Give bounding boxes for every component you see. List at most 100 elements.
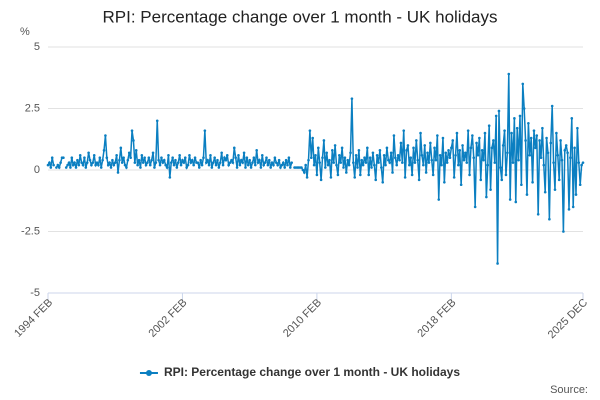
point	[304, 163, 307, 167]
point	[284, 158, 288, 162]
point	[564, 144, 568, 147]
point	[375, 153, 379, 157]
point	[325, 151, 329, 155]
y-tick-label: -2.5	[21, 225, 40, 237]
point	[420, 153, 424, 157]
point	[210, 166, 214, 169]
point	[249, 166, 253, 169]
point	[415, 139, 418, 142]
point	[335, 163, 338, 167]
point	[199, 158, 202, 162]
point	[346, 158, 350, 162]
point	[272, 163, 275, 167]
point	[434, 158, 438, 162]
point	[112, 163, 116, 167]
point	[433, 146, 436, 150]
point	[105, 156, 109, 159]
point	[81, 163, 85, 167]
point	[209, 153, 212, 157]
point	[221, 163, 225, 167]
point	[342, 166, 345, 169]
point	[545, 136, 548, 140]
point	[528, 153, 532, 157]
point	[452, 176, 456, 179]
point	[571, 205, 575, 209]
point	[347, 163, 351, 167]
point	[52, 163, 55, 167]
point	[190, 158, 194, 162]
point	[332, 161, 336, 164]
point	[101, 158, 104, 162]
point	[578, 183, 582, 187]
point	[225, 153, 229, 157]
point	[339, 161, 343, 164]
point	[352, 161, 355, 164]
point	[169, 161, 173, 164]
point	[507, 72, 511, 76]
point	[408, 163, 411, 167]
point	[197, 166, 201, 169]
point	[480, 149, 484, 152]
point	[361, 163, 365, 167]
point	[165, 166, 169, 169]
point	[403, 176, 407, 179]
point	[500, 178, 504, 182]
point	[549, 141, 553, 145]
point	[57, 166, 61, 169]
point	[478, 136, 481, 140]
point	[111, 158, 114, 162]
point	[87, 151, 90, 155]
chart-title: RPI: Percentage change over 1 month - UK…	[103, 7, 498, 26]
x-tick-label: 2010 FEB	[281, 297, 324, 340]
point	[172, 163, 176, 167]
point	[246, 163, 250, 167]
point	[324, 166, 327, 169]
point	[343, 156, 347, 159]
point	[151, 151, 155, 155]
point	[309, 156, 313, 159]
point	[396, 153, 400, 157]
point	[183, 156, 187, 159]
point	[556, 153, 560, 157]
point	[395, 163, 399, 167]
point	[430, 158, 434, 162]
point	[399, 141, 403, 145]
point	[256, 161, 260, 164]
point	[527, 121, 530, 125]
point	[580, 163, 583, 167]
point	[367, 173, 371, 177]
point	[483, 131, 487, 135]
point	[104, 134, 107, 137]
point	[286, 163, 289, 167]
y-tick-label: 2.5	[25, 102, 40, 114]
point	[317, 146, 320, 150]
point	[253, 163, 257, 167]
point	[288, 166, 292, 169]
point	[538, 139, 541, 142]
point	[269, 166, 272, 169]
point	[164, 163, 167, 167]
point	[241, 161, 244, 164]
point	[486, 163, 490, 167]
point	[153, 166, 156, 169]
point	[541, 126, 544, 130]
point	[218, 161, 222, 164]
point	[382, 153, 386, 157]
point	[391, 171, 394, 174]
point	[129, 156, 132, 159]
point	[444, 151, 448, 155]
point	[553, 188, 557, 191]
point	[202, 156, 205, 159]
point	[479, 178, 483, 182]
point	[262, 163, 265, 167]
point	[466, 129, 470, 132]
point	[465, 161, 469, 164]
point	[80, 161, 83, 164]
point	[557, 178, 561, 182]
point	[62, 156, 65, 159]
point	[392, 134, 396, 137]
point	[123, 163, 127, 167]
point	[349, 151, 352, 155]
point	[196, 161, 200, 164]
point	[108, 161, 111, 164]
